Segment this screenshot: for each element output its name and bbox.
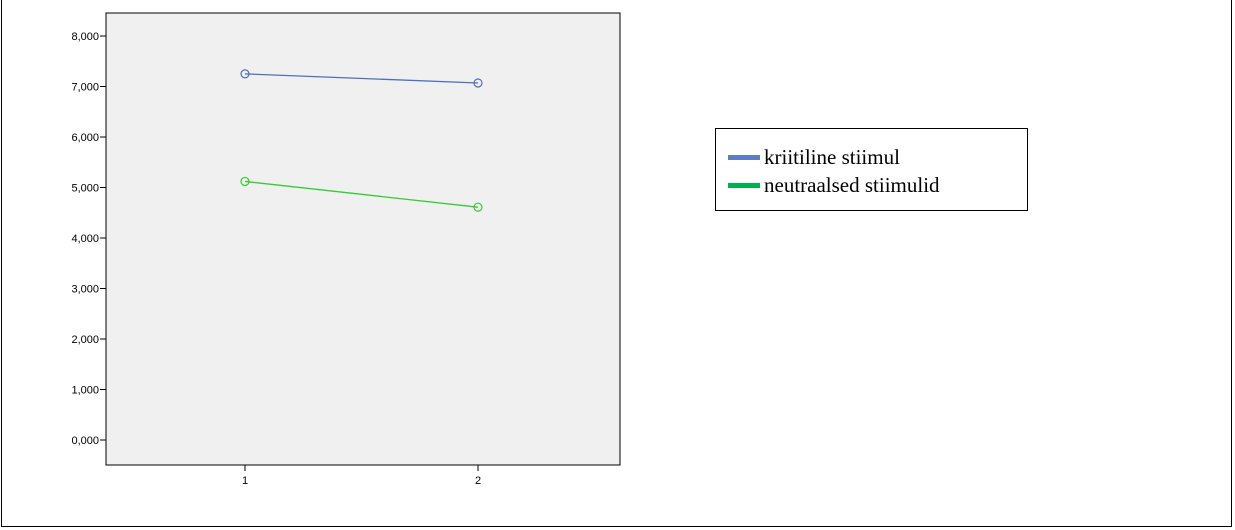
y-tick-label: 7,000 [71, 82, 99, 94]
plot-area [105, 12, 621, 466]
data-point-series-2 [240, 176, 250, 187]
series-line-2 [244, 180, 479, 208]
y-tick-label: 6,000 [71, 132, 99, 144]
legend-label-series-2: neutraalsed stiimulid [764, 172, 940, 197]
x-tick-label: 2 [475, 475, 481, 487]
legend-swatch-series-2 [728, 182, 760, 188]
series-line-1 [244, 73, 479, 84]
data-point-series-1 [473, 78, 483, 88]
legend-label-series-1: kriitiline stiimul [764, 144, 900, 169]
data-point-series-2 [473, 202, 483, 212]
data-point-series-1 [240, 69, 250, 79]
y-tick-label: 8,000 [71, 31, 99, 43]
y-tick-label: 1,000 [71, 385, 99, 397]
y-tick-label: 4,000 [71, 233, 99, 245]
y-tick-label: 5,000 [71, 183, 99, 195]
legend-swatch-series-1 [728, 154, 760, 160]
y-tick-label: 0,000 [71, 435, 99, 447]
y-tick-label: 2,000 [71, 334, 99, 346]
y-tick-label: 3,000 [71, 284, 99, 296]
legend-item-series-2: neutraalsed stiimulid [716, 171, 1027, 199]
legend-item-series-1: kriitiline stiimul [716, 143, 1027, 171]
chart-legend: kriitiline stiimul neutraalsed stiimulid [715, 128, 1028, 211]
x-tick-label: 1 [242, 475, 248, 487]
